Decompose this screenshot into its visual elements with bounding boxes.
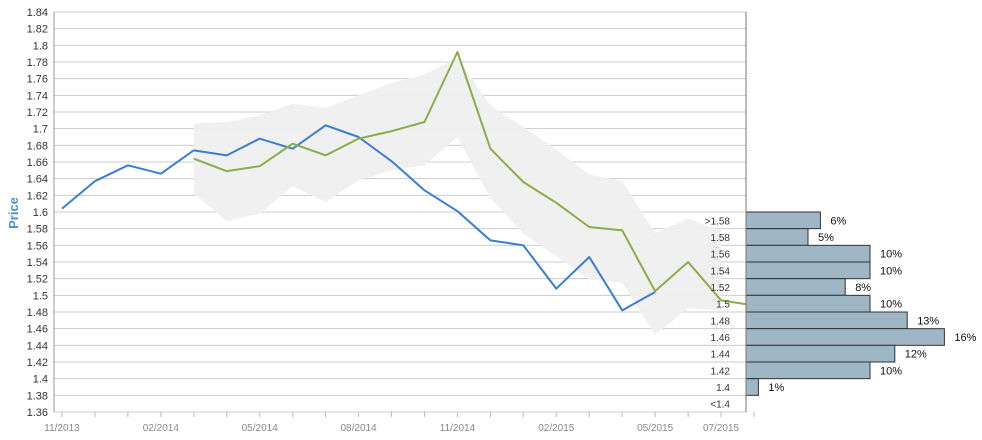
confidence-band <box>193 57 722 335</box>
axes: 1.36 1.38 1.4 1.42 1.44 1.46 1.48 1.5 1.52 1.54 1.… <box>27 7 755 434</box>
y-tick-label: 1.66 <box>27 157 48 169</box>
x-tick-label: 11/2014 <box>440 423 476 434</box>
x-tick-label: 05/2015 <box>637 423 674 434</box>
y-tick-label: 1.74 <box>27 90 48 102</box>
y-tick-label: 1.56 <box>27 240 48 252</box>
y-tick-label: 1.72 <box>27 107 48 119</box>
histogram-bin-label: <1.4 <box>710 400 730 411</box>
y-tick-label: 1.84 <box>27 7 48 19</box>
y-tick-label: 1.52 <box>27 274 48 286</box>
histogram-bin-label: 1.46 <box>711 333 731 344</box>
y-tick-label: 1.46 <box>27 324 48 336</box>
histogram-bin-label: 1.44 <box>711 350 731 361</box>
histogram-percent-label: 10% <box>880 299 902 311</box>
forecast-band <box>193 57 722 335</box>
histogram-bin-label: 1.48 <box>711 316 731 327</box>
x-tick-label: 02/2015 <box>538 423 575 434</box>
histogram-bin-label: 1.52 <box>711 283 731 294</box>
x-tick-label: 07/2015 <box>703 423 740 434</box>
y-tick-label: 1.8 <box>33 40 48 52</box>
y-tick-label: 1.36 <box>27 407 48 419</box>
forecast-price-line <box>193 51 755 307</box>
y-tick-label: 1.5 <box>33 290 48 302</box>
histogram-percent-label: 10% <box>880 365 902 377</box>
x-tick-label: 02/2014 <box>143 423 180 434</box>
histogram-percent-label: 13% <box>917 315 939 327</box>
histogram-bar <box>745 278 846 296</box>
histogram-bin-label: 1.56 <box>711 250 731 261</box>
histogram-bin-label: 1.58 <box>711 233 731 244</box>
histogram-percent-label: 1% <box>768 382 784 394</box>
y-tick-label: 1.82 <box>27 24 48 36</box>
histogram-bar <box>745 294 871 313</box>
y-tick-label: 1.62 <box>27 190 48 202</box>
y-tick-label: 1.76 <box>27 74 48 86</box>
y-tick-label: 1.78 <box>27 57 48 69</box>
histogram-percent-label: 5% <box>818 232 834 244</box>
y-tick-label: 1.38 <box>27 390 48 402</box>
actual-price-line <box>61 124 656 312</box>
histogram-bar <box>745 344 896 363</box>
y-tick-label: 1.6 <box>33 207 48 219</box>
histogram-bin-label: 1.5 <box>716 300 730 311</box>
x-tick-label: 11/2013 <box>44 423 80 434</box>
histogram-bar <box>745 211 821 230</box>
histogram-bar <box>745 378 759 396</box>
histogram-bin-label: 1.42 <box>711 366 731 377</box>
histogram-bar <box>745 244 871 263</box>
series-lines <box>61 51 755 312</box>
histogram-percent-label: 12% <box>905 349 927 361</box>
y-tick-label: 1.54 <box>27 257 48 269</box>
histogram-bar <box>745 328 945 346</box>
histogram-percent-label: 10% <box>880 265 902 277</box>
histogram-percent-label: 6% <box>830 215 846 227</box>
histogram-bar <box>745 261 871 280</box>
distribution-histogram: >1.58 6%1.58 5%1.56 10%1.54 10%1.52 8%1.5 10%1… <box>705 211 977 411</box>
histogram-percent-label: 10% <box>880 249 902 261</box>
y-tick-label: 1.7 <box>33 124 48 136</box>
y-tick-label: 1.4 <box>33 374 48 386</box>
y-tick-label: 1.44 <box>27 340 48 352</box>
x-tick-label: 08/2014 <box>340 423 377 434</box>
histogram-bar <box>745 228 809 246</box>
histogram-bin-label: 1.4 <box>716 383 730 394</box>
x-tick-label: 05/2014 <box>242 423 279 434</box>
histogram-percent-label: 16% <box>954 332 976 344</box>
y-tick-label: 1.58 <box>27 224 48 236</box>
y-axis-label: Price <box>6 197 21 229</box>
y-tick-label: 1.64 <box>27 174 48 186</box>
histogram-percent-label: 8% <box>855 282 871 294</box>
histogram-bar <box>745 361 871 380</box>
y-tick-label: 1.48 <box>27 307 48 319</box>
histogram-bin-label: >1.58 <box>705 216 731 227</box>
y-tick-label: 1.42 <box>27 357 48 369</box>
grid-lines <box>54 11 746 413</box>
histogram-bar <box>745 311 908 330</box>
y-tick-label: 1.68 <box>27 140 48 152</box>
histogram-bin-label: 1.54 <box>711 266 731 277</box>
